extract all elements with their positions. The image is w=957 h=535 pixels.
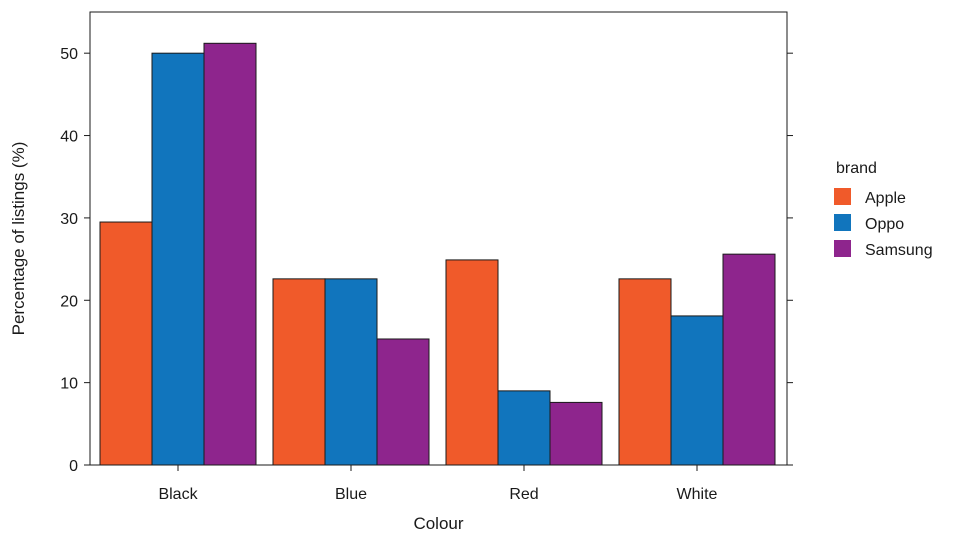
legend-swatch-oppo xyxy=(834,214,851,231)
y-axis: 0 10 20 30 40 50 xyxy=(60,46,90,475)
y-axis-right xyxy=(787,52,793,466)
legend-swatch-apple xyxy=(834,188,851,205)
y-tick-label: 20 xyxy=(60,293,78,310)
bar-red-oppo xyxy=(497,390,551,466)
x-tick-label: Red xyxy=(509,486,538,503)
y-tick-label: 50 xyxy=(60,46,78,63)
bar-blue-apple xyxy=(272,278,326,466)
x-axis-title: Colour xyxy=(413,514,463,533)
y-tick-label: 40 xyxy=(60,129,78,146)
bar-red-samsung xyxy=(549,401,603,466)
legend-title: brand xyxy=(836,160,877,177)
y-tick-label: 30 xyxy=(60,211,78,228)
y-tick-label: 10 xyxy=(60,376,78,393)
bars-group xyxy=(99,42,776,466)
bar-blue-samsung xyxy=(376,338,430,466)
bar-black-apple xyxy=(99,221,153,466)
bar-red-apple xyxy=(445,259,499,466)
x-tick-label: Black xyxy=(158,486,198,503)
y-tick-label: 0 xyxy=(69,458,78,475)
bar-white-samsung xyxy=(722,253,776,466)
bar-white-apple xyxy=(618,278,672,466)
bar-blue-oppo xyxy=(324,278,378,466)
plot-frame xyxy=(89,11,788,466)
y-axis-title: Percentage of listings (%) xyxy=(9,142,28,336)
legend-label-oppo: Oppo xyxy=(865,216,904,233)
legend: brand Apple Oppo Samsung xyxy=(834,160,933,259)
legend-label-samsung: Samsung xyxy=(865,242,933,259)
bar-black-samsung xyxy=(203,42,257,466)
x-tick-label: White xyxy=(677,486,718,503)
x-axis: Black Blue Red White xyxy=(158,465,718,503)
legend-swatch-samsung xyxy=(834,240,851,257)
bar-black-oppo xyxy=(151,52,205,466)
bar-white-oppo xyxy=(670,315,724,466)
x-tick-label: Blue xyxy=(335,486,367,503)
legend-label-apple: Apple xyxy=(865,190,906,207)
